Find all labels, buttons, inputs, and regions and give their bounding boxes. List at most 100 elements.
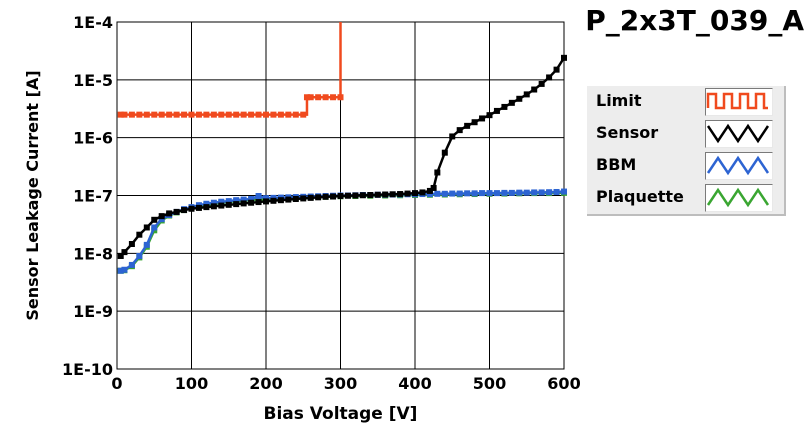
chart-title: P_2x3T_039_A	[585, 4, 804, 37]
data-point-sensor	[412, 190, 418, 197]
data-point-bbm	[546, 189, 553, 196]
legend-line-sensor	[706, 123, 770, 144]
data-point-sensor	[270, 197, 277, 204]
data-point-sensor	[166, 210, 173, 217]
y-tick-label: 1E-9	[73, 302, 113, 321]
data-point-sensor	[255, 199, 262, 206]
data-point-sensor	[277, 197, 284, 204]
data-point-limit	[181, 111, 188, 118]
legend-line-limit	[706, 92, 768, 110]
data-point-bbm	[464, 190, 471, 197]
data-point-sensor	[225, 201, 232, 208]
data-point-limit	[292, 111, 299, 118]
data-point-bbm	[158, 216, 165, 223]
data-point-bbm	[151, 224, 158, 231]
x-axis-label: Bias Voltage [V]	[264, 404, 418, 424]
data-point-sensor	[117, 252, 124, 259]
y-tick-label: 1E-4	[73, 13, 113, 32]
data-point-sensor	[419, 189, 426, 196]
data-point-limit	[173, 111, 180, 118]
data-point-limit	[225, 111, 232, 118]
data-point-sensor	[210, 203, 217, 210]
data-point-limit	[121, 111, 128, 118]
data-point-bbm	[240, 196, 247, 203]
legend-item-plaquette[interactable]: Plaquette	[587, 182, 784, 214]
data-point-bbm	[128, 261, 135, 268]
data-point-bbm	[561, 188, 567, 195]
y-tick-label: 1E-7	[73, 187, 113, 206]
data-point-sensor	[538, 80, 545, 87]
data-point-sensor	[523, 91, 530, 98]
data-point-sensor	[307, 194, 314, 201]
data-point-sensor	[516, 95, 523, 102]
data-point-bbm	[553, 188, 560, 195]
data-point-sensor	[195, 204, 202, 211]
data-point-bbm	[501, 189, 508, 196]
data-point-limit	[277, 111, 284, 118]
data-point-bbm	[233, 197, 240, 204]
data-point-sensor	[240, 200, 247, 207]
data-point-bbm	[210, 199, 217, 206]
data-point-sensor	[456, 127, 463, 134]
data-point-sensor	[181, 207, 188, 214]
y-tick-label: 1E-5	[73, 71, 113, 90]
data-point-sensor	[471, 119, 478, 126]
data-point-bbm	[441, 190, 448, 197]
data-point-sensor	[292, 195, 299, 202]
data-point-bbm	[531, 189, 538, 196]
legend-label-limit: Limit	[596, 91, 642, 110]
data-point-sensor	[233, 201, 240, 208]
triangle-wave-icon	[705, 184, 773, 212]
data-point-sensor	[553, 66, 560, 73]
legend-label-plaquette: Plaquette	[596, 187, 684, 206]
data-point-limit	[330, 94, 337, 101]
data-point-limit	[315, 94, 322, 101]
data-point-sensor	[434, 169, 441, 176]
data-point-sensor	[128, 241, 135, 248]
legend: Limit Sensor BBM Plaque	[587, 86, 786, 216]
data-point-limit	[210, 111, 217, 118]
data-point-limit	[303, 94, 310, 101]
legend-item-bbm[interactable]: BBM	[587, 150, 784, 182]
data-point-limit	[255, 111, 262, 118]
data-point-sensor	[151, 216, 158, 223]
data-point-sensor	[248, 199, 255, 206]
legend-item-limit[interactable]: Limit	[587, 86, 784, 118]
data-point-sensor	[404, 190, 411, 197]
x-tick-label: 300	[324, 374, 357, 393]
x-tick-label: 0	[111, 374, 122, 393]
y-tick-label: 1E-6	[73, 129, 113, 148]
data-point-bbm	[493, 190, 500, 197]
data-point-sensor	[121, 249, 128, 256]
data-point-sensor	[397, 191, 404, 198]
data-point-sensor	[158, 213, 165, 220]
legend-label-bbm: BBM	[596, 155, 637, 174]
data-point-bbm	[479, 190, 486, 197]
data-point-bbm	[523, 189, 530, 196]
data-point-sensor	[322, 193, 329, 200]
x-tick-label: 200	[249, 374, 282, 393]
data-point-bbm	[218, 198, 225, 205]
data-point-sensor	[486, 112, 493, 119]
data-point-sensor	[218, 202, 225, 209]
data-point-sensor	[449, 133, 456, 140]
triangle-wave-icon	[705, 120, 773, 148]
data-point-bbm	[426, 191, 433, 198]
data-point-limit	[136, 111, 143, 118]
legend-item-sensor[interactable]: Sensor	[587, 118, 784, 150]
data-point-sensor	[337, 193, 344, 200]
data-point-sensor	[561, 54, 567, 61]
data-point-limit	[218, 111, 225, 118]
data-point-bbm	[121, 266, 128, 273]
data-point-limit	[300, 111, 307, 118]
y-axis-label: Sensor Leakage Current [A]	[23, 70, 42, 320]
data-point-sensor	[382, 191, 389, 198]
data-point-sensor	[285, 196, 292, 203]
data-point-bbm	[486, 190, 493, 197]
data-point-sensor	[508, 99, 515, 106]
data-point-limit	[166, 111, 173, 118]
data-point-sensor	[136, 231, 143, 238]
data-point-bbm	[434, 190, 441, 197]
data-point-limit	[195, 111, 202, 118]
data-point-bbm	[456, 190, 463, 197]
